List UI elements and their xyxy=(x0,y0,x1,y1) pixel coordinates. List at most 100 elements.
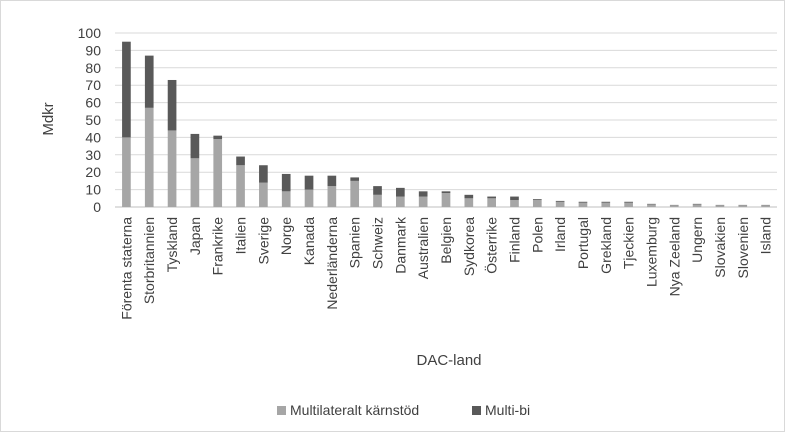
y-tick-label: 20 xyxy=(85,164,101,180)
bar-segment-multilateralt xyxy=(145,108,154,207)
x-tick-label: Polen xyxy=(529,217,545,253)
bar-segment-multi-bi xyxy=(213,136,222,139)
y-tick-label: 50 xyxy=(85,112,101,128)
y-tick-label: 10 xyxy=(85,182,101,198)
bar-segment-multi-bi xyxy=(487,197,496,199)
legend-swatch-multi-bi xyxy=(472,406,481,415)
bar-segment-multilateralt xyxy=(191,158,200,207)
bar-segment-multilateralt xyxy=(464,198,473,207)
bar-segment-multilateralt xyxy=(624,203,633,207)
x-tick-label: Danmark xyxy=(392,216,408,274)
y-tick-label: 90 xyxy=(85,42,101,58)
y-axis-title: Mdkr xyxy=(40,102,57,135)
bar-segment-multi-bi xyxy=(442,191,451,193)
x-tick-label: Ungern xyxy=(689,217,705,263)
bar-segment-multilateralt xyxy=(305,190,314,207)
bar-segment-multilateralt xyxy=(373,195,382,207)
bar-segment-multi-bi xyxy=(579,202,588,203)
x-tick-label: Tjeckien xyxy=(621,217,637,269)
bar-segment-multi-bi xyxy=(601,202,610,203)
bar-segment-multilateralt xyxy=(579,203,588,207)
x-tick-label: Spanien xyxy=(347,217,363,268)
x-tick-label: Tyskland xyxy=(164,217,180,272)
x-tick-label: Sverige xyxy=(255,217,271,265)
y-tick-label: 40 xyxy=(85,129,101,145)
x-tick-label: Schweiz xyxy=(370,217,386,269)
bar-segment-multi-bi xyxy=(168,80,177,130)
x-tick-label: Grekland xyxy=(598,217,614,274)
x-tick-label: Nya Zeeland xyxy=(666,217,682,296)
x-tick-label: Island xyxy=(758,217,774,254)
x-tick-label: Finland xyxy=(506,217,522,263)
legend-swatch-multilateralt xyxy=(277,406,286,415)
bar-segment-multilateralt xyxy=(738,205,747,207)
bar-segment-multi-bi xyxy=(624,202,633,203)
bar-segment-multi-bi xyxy=(282,174,291,191)
x-tick-label: Österrike xyxy=(483,217,500,274)
x-tick-label: Slovakien xyxy=(712,217,728,278)
bar-segment-multilateralt xyxy=(442,193,451,207)
x-tick-label: Portugal xyxy=(575,217,591,269)
bar-segment-multi-bi xyxy=(556,201,565,202)
bar-segment-multilateralt xyxy=(236,165,245,207)
bar-segment-multilateralt xyxy=(693,204,702,207)
bar-segment-multi-bi xyxy=(464,195,473,198)
bar-segment-multilateralt xyxy=(716,205,725,207)
x-tick-label: Norge xyxy=(278,217,294,255)
bar-segment-multi-bi xyxy=(647,204,656,205)
bars xyxy=(122,42,770,207)
bar-segment-multi-bi xyxy=(122,42,131,138)
x-tick-label: Italien xyxy=(233,217,249,254)
bar-segment-multi-bi xyxy=(305,176,314,190)
y-tick-label: 30 xyxy=(85,147,101,163)
bar-segment-multi-bi xyxy=(328,176,337,186)
bar-segment-multi-bi xyxy=(693,204,702,205)
x-tick-label: Storbritannien xyxy=(141,217,157,304)
x-tick-label: Sydkorea xyxy=(461,217,477,276)
y-tick-label: 100 xyxy=(78,25,102,41)
bar-segment-multi-bi xyxy=(236,157,245,166)
bar-segment-multilateralt xyxy=(670,205,679,207)
bar-segment-multilateralt xyxy=(510,200,519,207)
x-tick-label: Belgien xyxy=(438,217,454,264)
bar-segment-multilateralt xyxy=(328,186,337,207)
bar-segment-multi-bi xyxy=(373,186,382,195)
x-tick-label: Förenta staterna xyxy=(118,217,134,320)
legend-label-multi-bi: Multi-bi xyxy=(485,402,530,418)
x-tick-label: Irland xyxy=(552,217,568,252)
bar-segment-multilateralt xyxy=(533,200,542,207)
x-axis-title: DAC-land xyxy=(416,352,481,369)
bar-segment-multilateralt xyxy=(282,191,291,207)
bar-segment-multilateralt xyxy=(396,197,405,207)
bar-segment-multilateralt xyxy=(350,181,359,207)
bar-segment-multi-bi xyxy=(419,191,428,196)
bar-segment-multi-bi xyxy=(259,165,268,182)
bar-segment-multilateralt xyxy=(761,205,770,207)
x-tick-label: Luxemburg xyxy=(643,217,659,287)
bar-segment-multi-bi xyxy=(510,197,519,200)
x-tick-label: Nederländerna xyxy=(324,217,340,310)
x-tick-label: Slovenien xyxy=(735,217,751,279)
bar-segment-multi-bi xyxy=(396,188,405,197)
bar-segment-multi-bi xyxy=(350,177,359,180)
legend: Multilateralt kärnstöd Multi-bi xyxy=(277,402,530,418)
bar-segment-multi-bi xyxy=(145,56,154,108)
x-tick-label: Australien xyxy=(415,217,431,279)
y-tick-label: 80 xyxy=(85,60,101,76)
x-tick-label: Japan xyxy=(187,217,203,255)
bar-segment-multilateralt xyxy=(487,198,496,207)
bar-segment-multilateralt xyxy=(601,203,610,207)
bar-segment-multilateralt xyxy=(122,137,131,207)
bar-segment-multilateralt xyxy=(213,139,222,207)
x-tick-label: Kanada xyxy=(301,217,317,265)
bar-segment-multi-bi xyxy=(533,199,542,200)
y-tick-label: 60 xyxy=(85,95,101,111)
x-tick-label: Frankrike xyxy=(210,217,226,276)
bar-segment-multilateralt xyxy=(419,197,428,207)
bar-segment-multilateralt xyxy=(647,204,656,207)
x-tick-labels: Förenta staterna Storbritannien Tyskland Ja… xyxy=(118,216,773,320)
y-tick-label: 70 xyxy=(85,77,101,93)
bar-segment-multilateralt xyxy=(556,202,565,207)
